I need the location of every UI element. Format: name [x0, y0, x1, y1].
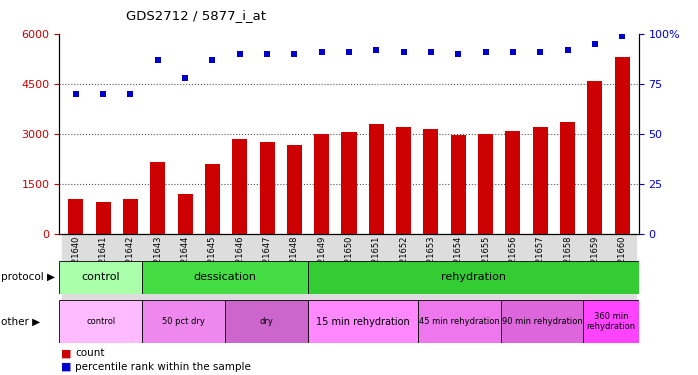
Text: count: count — [75, 348, 105, 358]
Point — [207, 57, 218, 63]
Bar — [369, 124, 384, 234]
Bar — [308, 300, 418, 343]
Bar — [177, 194, 193, 234]
Point — [562, 47, 573, 53]
Bar — [232, 139, 247, 234]
Point — [262, 51, 273, 57]
Text: percentile rank within the sample: percentile rank within the sample — [75, 362, 251, 372]
Point — [234, 51, 245, 57]
Bar — [142, 261, 308, 294]
Point — [289, 51, 300, 57]
Text: control: control — [82, 273, 120, 282]
Point — [371, 47, 382, 53]
Bar — [478, 134, 493, 234]
Bar — [287, 145, 302, 234]
Bar — [225, 300, 308, 343]
Bar — [500, 300, 584, 343]
Text: dessication: dessication — [193, 273, 256, 282]
Point — [617, 33, 628, 39]
Bar — [396, 127, 411, 234]
Bar — [418, 300, 500, 343]
Bar — [96, 202, 110, 234]
Bar — [59, 261, 142, 294]
Text: other ▶: other ▶ — [1, 316, 40, 327]
Point — [125, 91, 136, 97]
Bar — [424, 129, 438, 234]
Bar — [308, 261, 639, 294]
Bar — [62, 234, 636, 334]
Bar — [341, 132, 357, 234]
Text: 15 min rehydration: 15 min rehydration — [316, 316, 410, 327]
Text: 50 pct dry: 50 pct dry — [162, 317, 205, 326]
Point — [179, 75, 191, 81]
Point — [316, 49, 327, 55]
Bar — [68, 199, 83, 234]
Point — [589, 41, 600, 47]
Bar — [150, 162, 165, 234]
Bar — [584, 300, 639, 343]
Bar — [205, 164, 220, 234]
Bar — [533, 128, 548, 234]
Point — [398, 49, 409, 55]
Point — [152, 57, 163, 63]
Text: rehydration: rehydration — [440, 273, 505, 282]
Text: control: control — [86, 317, 115, 326]
Bar — [142, 300, 225, 343]
Point — [70, 91, 81, 97]
Bar — [588, 81, 602, 234]
Point — [453, 51, 464, 57]
Bar — [123, 199, 138, 234]
Point — [480, 49, 491, 55]
Point — [343, 49, 355, 55]
Bar — [615, 57, 630, 234]
Bar — [560, 122, 575, 234]
Bar — [505, 131, 521, 234]
Text: GDS2712 / 5877_i_at: GDS2712 / 5877_i_at — [126, 9, 266, 22]
Text: 45 min rehydration: 45 min rehydration — [419, 317, 500, 326]
Text: dry: dry — [259, 317, 273, 326]
Bar — [314, 134, 329, 234]
Text: protocol ▶: protocol ▶ — [1, 273, 55, 282]
Text: 90 min rehydration: 90 min rehydration — [502, 317, 583, 326]
Text: ■: ■ — [61, 348, 72, 358]
Text: 360 min
rehydration: 360 min rehydration — [586, 312, 636, 331]
Text: ■: ■ — [61, 362, 72, 372]
Point — [425, 49, 436, 55]
Bar — [59, 300, 142, 343]
Point — [98, 91, 109, 97]
Bar — [451, 135, 466, 234]
Point — [535, 49, 546, 55]
Bar — [260, 142, 274, 234]
Point — [507, 49, 519, 55]
